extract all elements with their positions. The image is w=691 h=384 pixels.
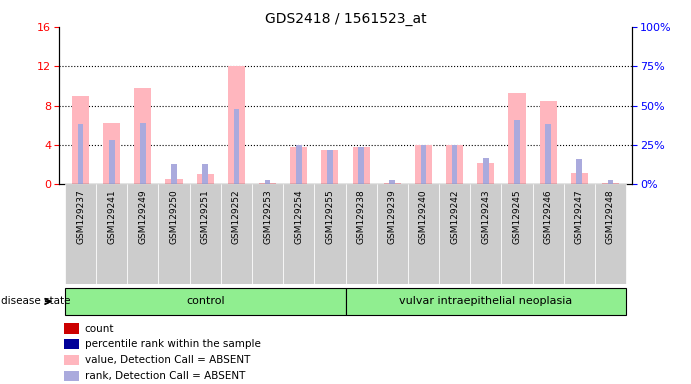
- Text: percentile rank within the sample: percentile rank within the sample: [84, 339, 261, 349]
- Text: control: control: [186, 296, 225, 306]
- Bar: [595, 184, 626, 284]
- Bar: [571, 172, 588, 184]
- Text: GSM129247: GSM129247: [575, 189, 584, 244]
- Text: GSM129242: GSM129242: [450, 189, 459, 244]
- Bar: [296, 145, 301, 184]
- Bar: [78, 124, 84, 184]
- Bar: [358, 147, 364, 184]
- Text: GSM129239: GSM129239: [388, 189, 397, 244]
- Bar: [390, 180, 395, 184]
- Bar: [259, 183, 276, 184]
- Bar: [384, 183, 401, 184]
- Bar: [64, 355, 79, 365]
- Bar: [408, 184, 439, 284]
- Bar: [483, 157, 489, 184]
- Text: GDS2418 / 1561523_at: GDS2418 / 1561523_at: [265, 12, 426, 25]
- Text: GSM129243: GSM129243: [481, 189, 491, 244]
- Text: disease state: disease state: [1, 296, 70, 306]
- Text: GSM129237: GSM129237: [76, 189, 85, 244]
- Bar: [514, 120, 520, 184]
- Bar: [602, 183, 619, 184]
- Bar: [96, 184, 127, 284]
- Bar: [127, 184, 158, 284]
- Bar: [470, 184, 502, 284]
- Bar: [607, 180, 613, 184]
- Bar: [346, 288, 626, 315]
- Text: GSM129246: GSM129246: [544, 189, 553, 244]
- Bar: [234, 109, 239, 184]
- Bar: [352, 147, 370, 184]
- Bar: [221, 184, 252, 284]
- Bar: [65, 184, 96, 284]
- Bar: [109, 140, 115, 184]
- Bar: [283, 184, 314, 284]
- Bar: [377, 184, 408, 284]
- Bar: [103, 123, 120, 184]
- Bar: [576, 159, 582, 184]
- Bar: [64, 323, 79, 334]
- Bar: [165, 179, 182, 184]
- Text: GSM129250: GSM129250: [169, 189, 178, 244]
- Bar: [265, 180, 270, 184]
- Bar: [321, 150, 339, 184]
- Bar: [140, 123, 146, 184]
- Bar: [533, 184, 564, 284]
- Text: GSM129240: GSM129240: [419, 189, 428, 244]
- Text: rank, Detection Call = ABSENT: rank, Detection Call = ABSENT: [84, 371, 245, 381]
- Bar: [134, 88, 151, 184]
- Bar: [446, 145, 463, 184]
- Text: vulvar intraepithelial neoplasia: vulvar intraepithelial neoplasia: [399, 296, 572, 306]
- Bar: [158, 184, 189, 284]
- Bar: [65, 288, 346, 315]
- Bar: [509, 93, 526, 184]
- Bar: [171, 164, 177, 184]
- Bar: [197, 174, 214, 184]
- Text: value, Detection Call = ABSENT: value, Detection Call = ABSENT: [84, 355, 250, 365]
- Bar: [314, 184, 346, 284]
- Text: GSM129251: GSM129251: [200, 189, 210, 244]
- Bar: [72, 96, 89, 184]
- Bar: [252, 184, 283, 284]
- Bar: [346, 184, 377, 284]
- Bar: [290, 147, 307, 184]
- Text: count: count: [84, 324, 114, 334]
- Bar: [189, 184, 221, 284]
- Text: GSM129245: GSM129245: [513, 189, 522, 244]
- Text: GSM129253: GSM129253: [263, 189, 272, 244]
- Bar: [439, 184, 470, 284]
- Bar: [64, 339, 79, 349]
- Text: GSM129249: GSM129249: [138, 189, 147, 244]
- Bar: [415, 145, 432, 184]
- Bar: [202, 164, 208, 184]
- Bar: [421, 145, 426, 184]
- Text: GSM129248: GSM129248: [606, 189, 615, 244]
- Text: GSM129255: GSM129255: [325, 189, 334, 244]
- Text: GSM129241: GSM129241: [107, 189, 116, 244]
- Text: GSM129254: GSM129254: [294, 189, 303, 244]
- Bar: [564, 184, 595, 284]
- Bar: [477, 163, 494, 184]
- Text: GSM129252: GSM129252: [232, 189, 241, 244]
- Bar: [540, 101, 557, 184]
- Bar: [228, 66, 245, 184]
- Bar: [545, 124, 551, 184]
- Bar: [502, 184, 533, 284]
- Bar: [452, 145, 457, 184]
- Bar: [64, 371, 79, 381]
- Text: GSM129238: GSM129238: [357, 189, 366, 244]
- Bar: [327, 150, 333, 184]
